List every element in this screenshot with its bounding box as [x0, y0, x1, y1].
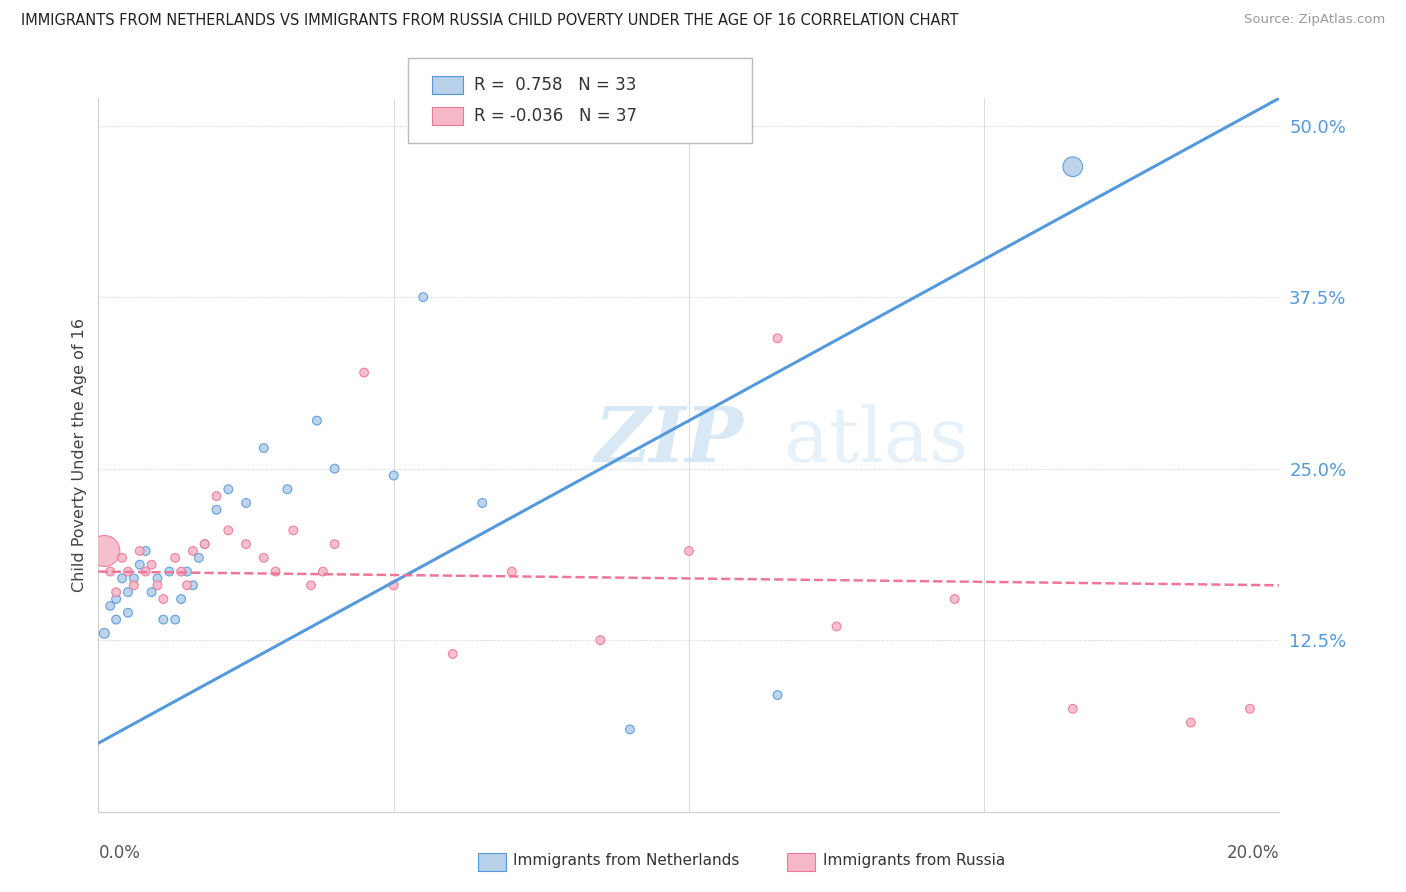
- Text: Source: ZipAtlas.com: Source: ZipAtlas.com: [1244, 13, 1385, 27]
- Point: [382, 578, 405, 592]
- Point: [93, 626, 115, 640]
- Text: 20.0%: 20.0%: [1227, 844, 1279, 862]
- Point: [105, 613, 128, 627]
- Point: [766, 688, 789, 702]
- Text: ZIP: ZIP: [595, 404, 744, 477]
- Point: [170, 592, 193, 607]
- Point: [353, 366, 375, 380]
- Point: [276, 482, 298, 496]
- Point: [98, 599, 121, 613]
- Point: [619, 723, 641, 737]
- Point: [141, 585, 163, 599]
- Point: [194, 537, 217, 551]
- Point: [217, 524, 239, 538]
- Point: [157, 565, 180, 579]
- Point: [299, 578, 322, 592]
- Point: [205, 489, 228, 503]
- Point: [678, 544, 700, 558]
- Point: [305, 414, 328, 428]
- Point: [205, 503, 228, 517]
- Point: [217, 482, 239, 496]
- Point: [1239, 702, 1261, 716]
- Point: [176, 578, 198, 592]
- Point: [943, 592, 966, 607]
- Point: [105, 585, 128, 599]
- Point: [1062, 702, 1084, 716]
- Point: [471, 496, 494, 510]
- Point: [146, 571, 169, 585]
- Point: [176, 565, 198, 579]
- Point: [152, 613, 174, 627]
- Y-axis label: Child Poverty Under the Age of 16: Child Poverty Under the Age of 16: [72, 318, 87, 592]
- Point: [323, 461, 346, 475]
- Point: [135, 544, 157, 558]
- Point: [170, 565, 193, 579]
- Point: [117, 606, 139, 620]
- Point: [382, 468, 405, 483]
- Point: [128, 544, 150, 558]
- Text: R = -0.036   N = 37: R = -0.036 N = 37: [474, 107, 637, 125]
- Text: Immigrants from Netherlands: Immigrants from Netherlands: [513, 854, 740, 868]
- Point: [194, 537, 217, 551]
- Point: [165, 613, 187, 627]
- Point: [235, 496, 257, 510]
- Text: 0.0%: 0.0%: [98, 844, 141, 862]
- Point: [98, 565, 121, 579]
- Point: [105, 592, 128, 607]
- Point: [283, 524, 305, 538]
- Point: [152, 592, 174, 607]
- Point: [501, 565, 523, 579]
- Point: [253, 550, 276, 565]
- Point: [1180, 715, 1202, 730]
- Point: [323, 537, 346, 551]
- Point: [264, 565, 287, 579]
- Point: [117, 565, 139, 579]
- Point: [412, 290, 434, 304]
- Point: [825, 619, 848, 633]
- Point: [135, 565, 157, 579]
- Point: [1062, 160, 1084, 174]
- Point: [117, 585, 139, 599]
- Point: [187, 550, 209, 565]
- Point: [141, 558, 163, 572]
- Point: [111, 571, 134, 585]
- Point: [441, 647, 464, 661]
- Text: atlas: atlas: [783, 404, 969, 477]
- Point: [181, 544, 204, 558]
- Point: [128, 558, 150, 572]
- Point: [235, 537, 257, 551]
- Text: Immigrants from Russia: Immigrants from Russia: [823, 854, 1005, 868]
- Text: R =  0.758   N = 33: R = 0.758 N = 33: [474, 76, 636, 94]
- Point: [766, 331, 789, 345]
- Point: [253, 441, 276, 455]
- Point: [111, 550, 134, 565]
- Text: IMMIGRANTS FROM NETHERLANDS VS IMMIGRANTS FROM RUSSIA CHILD POVERTY UNDER THE AG: IMMIGRANTS FROM NETHERLANDS VS IMMIGRANT…: [21, 13, 959, 29]
- Point: [165, 550, 187, 565]
- Point: [589, 633, 612, 648]
- Point: [122, 571, 145, 585]
- Point: [122, 578, 145, 592]
- Point: [93, 544, 115, 558]
- Point: [146, 578, 169, 592]
- Point: [312, 565, 335, 579]
- Point: [181, 578, 204, 592]
